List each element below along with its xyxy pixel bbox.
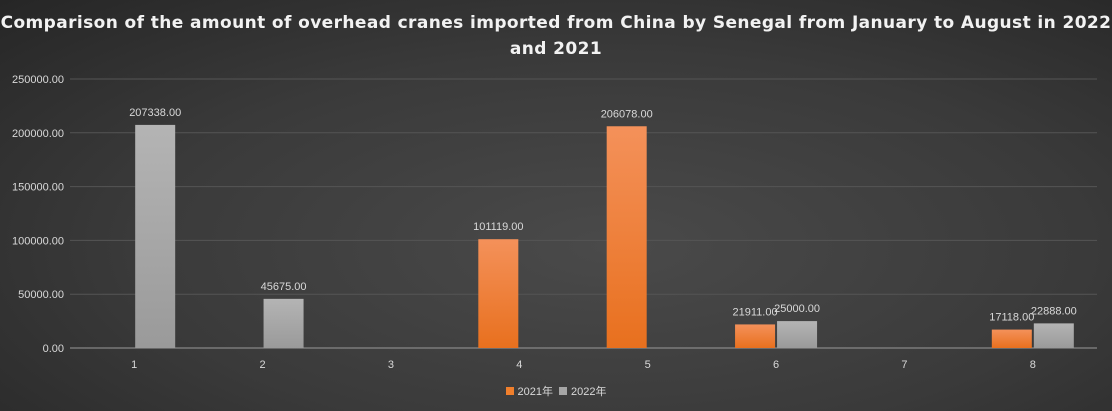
bar-2022年-1 [135,124,176,348]
data-label: 21911.00 [733,306,778,318]
y-tick-label: 250000.00 [12,74,64,86]
bar-2021年-8 [991,329,1032,348]
legend-label: 2022年 [571,386,607,398]
data-label: 22888.00 [1031,305,1077,317]
x-tick-label: 4 [516,359,522,371]
x-tick-label: 1 [131,359,137,371]
legend-item: 2022年 [559,383,606,399]
y-tick-label: 150000.00 [12,182,64,194]
x-tick-label: 3 [388,359,394,371]
bar-2021年-5 [606,126,647,348]
data-label: 45675.00 [261,281,307,293]
x-tick-label: 8 [1030,359,1036,371]
data-label: 25000.00 [774,303,820,315]
bar-2021年-6 [735,324,776,348]
y-tick-label: 200000.00 [12,128,64,140]
data-label: 17118.00 [989,312,1034,324]
legend-swatch [505,387,514,395]
chart-title: Comparison of the amount of overhead cra… [0,13,1112,59]
data-label: 207338.00 [129,107,181,119]
legend: 2021年 2022年 [0,383,1112,399]
y-tick-label: 100000.00 [12,235,64,247]
x-tick-label: 6 [773,359,779,371]
y-tick-label: 0.00 [43,343,64,355]
legend-swatch [559,387,567,395]
legend-label: 2021年 [517,386,553,398]
x-tick-label: 7 [901,359,907,371]
data-label: 206078.00 [601,108,653,120]
data-label: 101119.00 [473,221,523,233]
legend-item: 2021年 [505,383,553,399]
bar-2021年-4 [478,239,519,348]
x-tick-label: 5 [645,359,651,371]
bar-2022年-2 [263,298,304,348]
y-tick-label: 50000.00 [18,289,64,301]
x-tick-label: 2 [260,359,266,371]
bar-2022年-8 [1033,323,1074,348]
bar-2022年-6 [777,321,818,348]
